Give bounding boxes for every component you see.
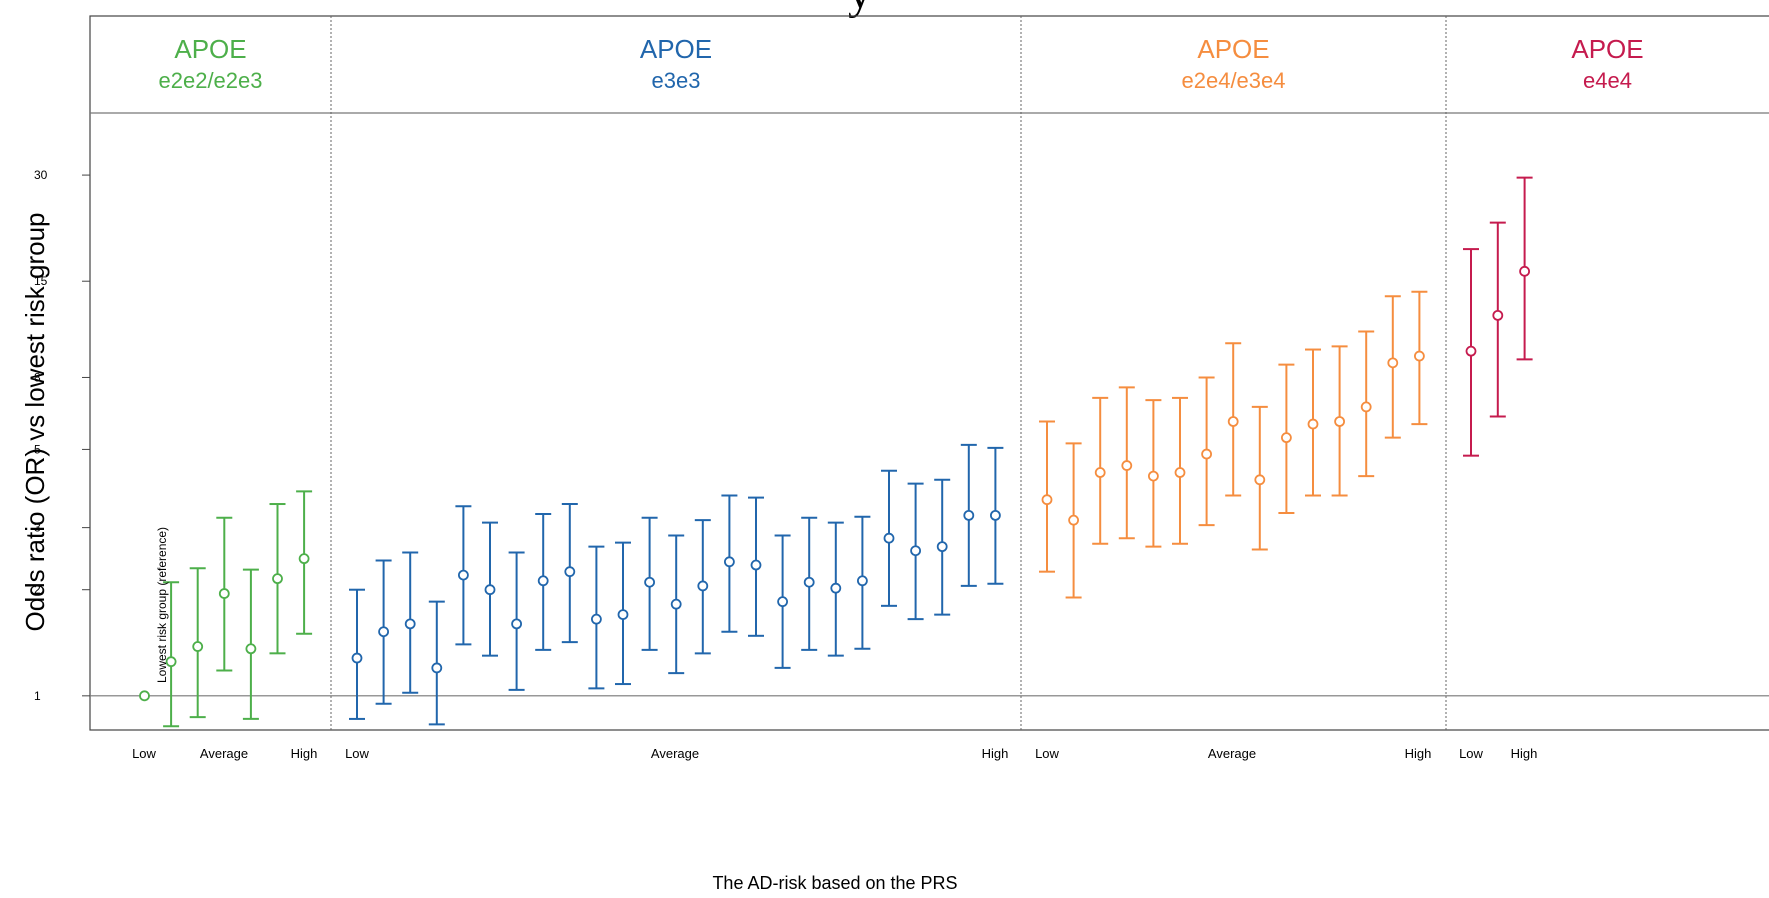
group-header-genotype: e3e3 (652, 68, 701, 93)
or-point (298, 553, 310, 565)
y-tick-label: 30 (34, 168, 48, 182)
x-category-label: Low (132, 746, 156, 761)
or-point (803, 576, 815, 588)
or-point (1227, 416, 1239, 427)
or-point (1094, 467, 1106, 478)
or-point (1307, 418, 1319, 430)
y-tick-label: 1 (34, 689, 41, 703)
or-point (457, 569, 469, 581)
x-category-label: Low (1459, 746, 1483, 761)
or-point (670, 598, 682, 610)
group-header-apoe: APOE (1571, 34, 1643, 64)
or-point (617, 609, 629, 620)
or-point (1387, 357, 1399, 369)
or-point (511, 618, 522, 630)
or-point (910, 545, 921, 557)
plot-frame (89, 15, 1769, 731)
x-category-label: Average (1208, 746, 1256, 761)
x-category-label: Average (200, 746, 248, 761)
y-axis-title: Odds ratio (OR) vs lowest risk group (20, 212, 50, 631)
x-category-label: Average (651, 746, 699, 761)
or-point (830, 582, 842, 594)
group-header-apoe: APOE (1197, 34, 1269, 64)
or-point (1519, 265, 1530, 277)
y-tick-label: 3 (34, 521, 41, 535)
or-point (697, 580, 709, 592)
plot-border (89, 15, 1769, 731)
y-tick-label: 2 (34, 583, 41, 597)
x-category-label: High (1405, 746, 1432, 761)
or-point (777, 596, 788, 608)
y-axis: 1 2 3 5 8 15 30 (34, 168, 90, 703)
group-header-apoe: APOE (174, 34, 246, 64)
or-point (165, 656, 177, 668)
or-point (1281, 432, 1292, 444)
or-point (1414, 350, 1425, 362)
or-point (192, 641, 204, 652)
or-point (245, 643, 257, 655)
or-point (564, 566, 576, 578)
or-point (1254, 474, 1266, 486)
or-point (1201, 448, 1212, 460)
or-point (1465, 345, 1477, 357)
x-category-label: Low (1035, 746, 1059, 761)
y-tick-label: 5 (34, 442, 41, 456)
or-point (1068, 514, 1079, 526)
or-point (1148, 470, 1159, 482)
or-point (883, 532, 895, 544)
or-point (857, 575, 868, 587)
x-category-label: High (291, 746, 318, 761)
or-point (139, 690, 150, 702)
group-header-genotype: e2e2/e2e3 (159, 68, 263, 93)
or-point (1121, 460, 1133, 471)
reference-label: Lowest risk group (reference) (155, 527, 169, 683)
group-headers: APOE e2e2/e2e3 APOE e3e3 APOE e2e4/e3e4 APOE e4… (159, 34, 1644, 93)
data-marks (139, 176, 1533, 728)
x-category-label: High (1511, 746, 1538, 761)
y-tick-label: 8 (34, 370, 41, 384)
or-point (963, 509, 975, 521)
or-point (1492, 309, 1504, 321)
or-point (537, 575, 549, 587)
or-point (1041, 494, 1053, 506)
or-point (591, 613, 602, 625)
group-header-genotype: e2e4/e3e4 (1182, 68, 1286, 93)
or-point (272, 573, 283, 585)
y-tick-label: 15 (34, 274, 48, 288)
or-point (351, 652, 363, 664)
group-header-apoe: APOE (640, 34, 712, 64)
or-point (990, 509, 1001, 521)
or-point (218, 588, 230, 599)
or-point (431, 662, 443, 674)
or-point (644, 576, 655, 588)
or-point (378, 626, 390, 638)
x-category-labels: Low Average High Low Average High Low Average Hi… (132, 746, 1537, 761)
x-category-label: High (982, 746, 1009, 761)
or-point (1334, 416, 1345, 427)
or-point (404, 618, 416, 630)
or-point (1174, 467, 1186, 478)
or-point (936, 541, 948, 553)
or-point (724, 556, 735, 568)
or-point (750, 559, 762, 571)
x-category-label: Low (345, 746, 369, 761)
chart-title: y (848, 0, 872, 19)
group-header-genotype: e4e4 (1583, 68, 1632, 93)
or-point (1360, 401, 1372, 413)
x-axis-title: The AD-risk based on the PRS (712, 873, 957, 893)
or-point (484, 584, 496, 596)
